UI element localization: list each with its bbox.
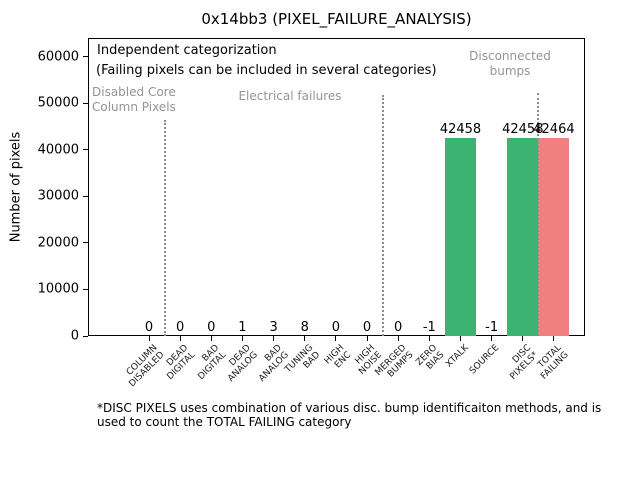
y-tick-mark [83,102,88,104]
x-tick-label: TUNING BAD [282,343,323,375]
bar [445,138,476,336]
x-tick-mark [273,336,275,341]
x-tick-mark [304,336,306,341]
bar-value-label: 1 [238,319,247,335]
chart-title: 0x14bb3 (PIXEL_FAILURE_ANALYSIS) [201,10,472,28]
bar-value-label: 42458 [439,122,482,138]
x-tick-label: MERGED BUMPS [373,343,416,380]
group-label-disconnected-bumps: Disconnected bumps [469,49,551,78]
bar-value-label: 42458 [502,122,544,138]
bar-value-label: 0 [394,320,403,335]
x-tick-label: ZERO BIAS [414,343,447,373]
bar-value-label: 8 [300,319,309,335]
x-tick-mark [397,336,399,341]
y-tick-mark [83,242,88,244]
x-tick-label: DEAD DIGITAL [164,343,198,383]
group-label-electrical-failures: Electrical failures [238,89,342,103]
bar-value-label: 0 [144,320,154,335]
annotation-multiple-categories-note: (Failing pixels can be included in sever… [96,63,437,78]
bar-value-label: 0 [331,320,341,335]
x-tick-mark [241,336,243,341]
bar-value-label: 0 [207,320,216,335]
x-tick-label: DEAD ANALOG [226,343,260,385]
bar-value-label: -1 [422,320,436,335]
annotation-independent-categorization: Independent categorization [97,43,277,58]
footnote: *DISC PIXELS uses combination of various… [97,401,602,430]
x-tick-mark [210,336,212,341]
x-tick-mark [491,336,493,341]
bar [507,138,539,336]
y-tick-mark [83,335,88,337]
y-tick-label: 10000 [37,281,79,297]
y-tick-label: 0 [70,328,79,344]
x-tick-label: SOURCE [468,343,502,377]
group-separator-line [537,93,540,336]
y-tick-label: 60000 [37,49,79,65]
bar-value-label: 42464 [533,122,575,138]
y-tick-label: 40000 [37,142,79,158]
bar [538,138,570,336]
bar-value-label: 0 [176,320,185,335]
y-tick-label: 50000 [37,95,79,111]
x-tick-mark [366,336,368,341]
x-tick-mark [179,336,181,341]
bar-value-label: 0 [362,320,372,335]
x-tick-mark [148,336,150,341]
y-tick-label: 30000 [37,188,79,204]
x-tick-mark [460,336,461,341]
y-tick-mark [83,56,88,58]
y-tick-mark [83,195,88,197]
x-tick-mark [522,336,524,341]
x-tick-label: HIGH ENC [322,343,354,371]
x-tick-label: XTALK [443,343,471,370]
group-separator-line [381,95,384,336]
x-tick-label: BAD ANALOG [257,343,291,385]
y-tick-label: 20000 [37,235,79,251]
x-tick-label: DISC PIXELS* [508,343,541,383]
x-tick-mark [553,336,555,341]
x-tick-mark [428,336,430,341]
bar-value-label: -1 [485,320,499,335]
x-tick-label: BAD DIGITAL [196,343,229,383]
plot-area [88,38,585,336]
group-separator-line [163,120,166,336]
group-label-disabled-core-column-pixels: Disabled Core Column Pixels [92,85,176,114]
x-tick-label: TOTAL FAILING [536,343,572,382]
x-tick-mark [335,336,337,341]
y-tick-mark [83,288,88,290]
bar-value-label: 3 [269,319,278,335]
y-tick-mark [83,149,88,151]
